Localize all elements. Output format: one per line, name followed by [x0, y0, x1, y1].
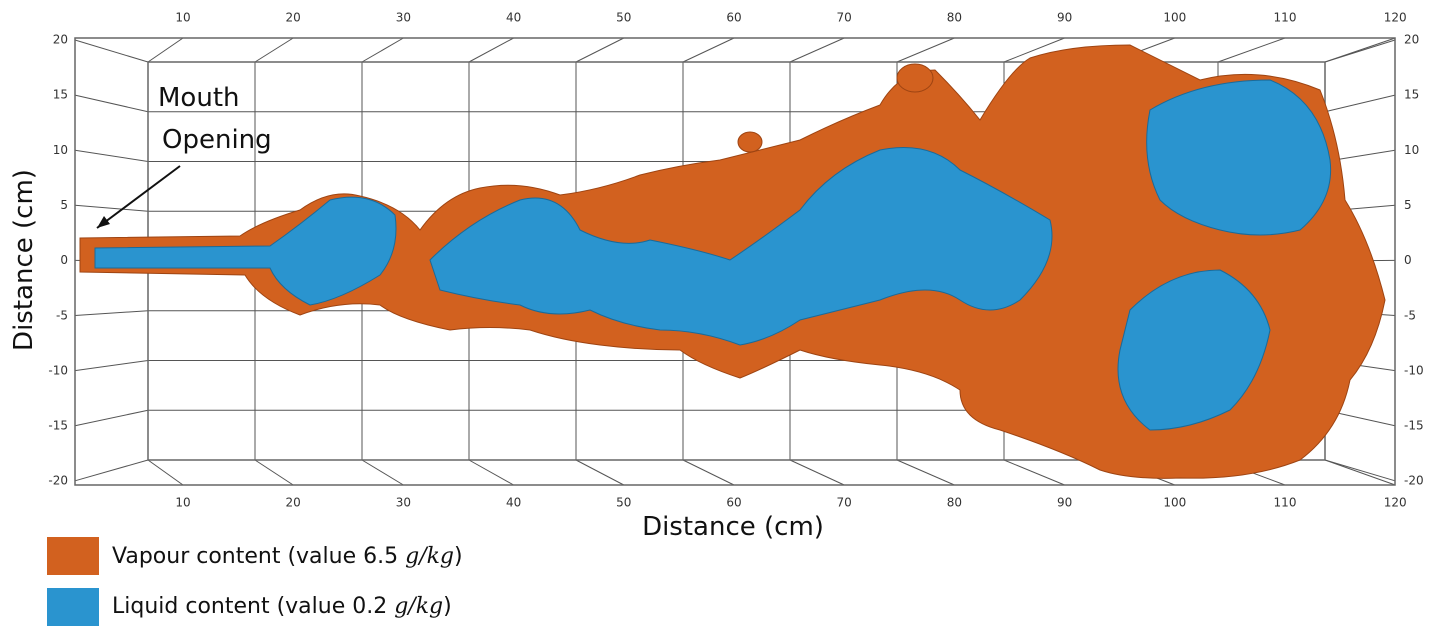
- x-tick-label: 60: [726, 11, 741, 25]
- x-tick-label: 20: [286, 496, 301, 510]
- y-tick-label: -5: [1404, 308, 1416, 322]
- x-tick-label: 10: [175, 11, 190, 25]
- legend-entry: Liquid content (value 0.2 g/kg): [112, 594, 452, 619]
- legend-text: Liquid content (value 0.2: [112, 594, 394, 619]
- y-tick-label: 10: [53, 143, 68, 157]
- grid-line: [361, 37, 404, 63]
- y-tick-label: -10: [1404, 363, 1424, 377]
- grid-line: [1324, 39, 1396, 63]
- grid-line: [896, 459, 955, 486]
- y-tick-label: -20: [48, 474, 68, 488]
- x-tick-label: 30: [396, 11, 411, 25]
- grid-line: [74, 39, 149, 63]
- y-tick-label: 15: [1404, 88, 1419, 102]
- grid-line: [1324, 459, 1396, 482]
- grid-line: [1003, 37, 1065, 63]
- grid-line: [74, 310, 149, 316]
- y-tick-label: 20: [53, 33, 68, 47]
- grid-line: [74, 94, 149, 113]
- y-tick-label: 5: [1404, 198, 1412, 212]
- grid-line: [74, 409, 149, 427]
- x-tick-label: 50: [616, 11, 631, 25]
- x-tick-label: 120: [1384, 11, 1407, 25]
- annotation-arrow: [96, 165, 181, 229]
- x-tick-label: 110: [1274, 11, 1297, 25]
- liquid-plume: [94, 79, 1332, 431]
- grid-line: [896, 37, 955, 63]
- grid-line: [74, 149, 149, 162]
- x-tick-label: 40: [506, 496, 521, 510]
- y-tick-label: -15: [1404, 419, 1424, 433]
- annotation: Mouth: [158, 83, 240, 113]
- grid-line: [789, 459, 845, 486]
- x-tick-label: 60: [726, 496, 741, 510]
- x-tick-label: 50: [616, 496, 631, 510]
- grid-line: [74, 459, 149, 482]
- grid-line: [1324, 94, 1396, 113]
- grid-line: [147, 37, 184, 63]
- grid-line: [575, 459, 625, 486]
- legend-unit: g/kg: [394, 594, 443, 619]
- x-tick-label: 10: [175, 496, 190, 510]
- x-tick-label: 90: [1057, 11, 1072, 25]
- grid-line: [254, 459, 294, 486]
- grid-line: [575, 37, 625, 63]
- grid-line: [147, 459, 184, 486]
- y-tick-label: -5: [56, 308, 68, 322]
- legend-swatch: [47, 537, 99, 575]
- x-tick-label: 90: [1057, 496, 1072, 510]
- x-tick-label: 100: [1163, 496, 1186, 510]
- grid-line: [1324, 459, 1396, 486]
- legend-swatch: [47, 588, 99, 626]
- x-tick-label: 30: [396, 496, 411, 510]
- y-tick-label: 15: [53, 88, 68, 102]
- legend-text: ): [443, 594, 452, 619]
- x-tick-label: 80: [947, 496, 962, 510]
- x-axis-label: Distance (cm): [642, 512, 824, 542]
- grid-line: [74, 360, 149, 372]
- legend-text: ): [454, 544, 463, 569]
- grid-line: [361, 459, 404, 486]
- grid-line: [254, 37, 294, 63]
- arrow-head: [97, 216, 110, 228]
- y-tick-label: 10: [1404, 143, 1419, 157]
- x-tick-label: 40: [506, 11, 521, 25]
- legend-text: Vapour content (value 6.5: [112, 544, 405, 569]
- y-axis-label: Distance (cm): [9, 169, 39, 351]
- x-tick-label: 70: [837, 11, 852, 25]
- x-tick-label: 70: [837, 496, 852, 510]
- grid-line: [682, 37, 735, 63]
- x-tick-label: 120: [1384, 496, 1407, 510]
- x-tick-label: 100: [1163, 11, 1186, 25]
- grid-line: [1003, 459, 1065, 486]
- legend-entry: Vapour content (value 6.5 g/kg): [112, 544, 463, 569]
- x-tick-label: 20: [286, 11, 301, 25]
- y-tick-label: 0: [1404, 253, 1412, 267]
- y-tick-label: -15: [48, 419, 68, 433]
- y-tick-label: 0: [60, 253, 68, 267]
- y-tick-label: 5: [60, 198, 68, 212]
- front-frame: [74, 37, 1396, 486]
- grid-line: [74, 204, 149, 212]
- annotation: Opening: [162, 125, 272, 155]
- x-tick-label: 80: [947, 11, 962, 25]
- x-tick-label: 110: [1274, 496, 1297, 510]
- grid-line: [468, 459, 514, 486]
- y-tick-label: -10: [48, 363, 68, 377]
- grid-line: [682, 459, 735, 486]
- legend-unit: g/kg: [405, 544, 454, 569]
- y-tick-label: 20: [1404, 33, 1419, 47]
- grid-line: [789, 37, 845, 63]
- grid-line: [468, 37, 514, 63]
- grid-line: [1217, 37, 1286, 63]
- y-tick-label: -20: [1404, 474, 1424, 488]
